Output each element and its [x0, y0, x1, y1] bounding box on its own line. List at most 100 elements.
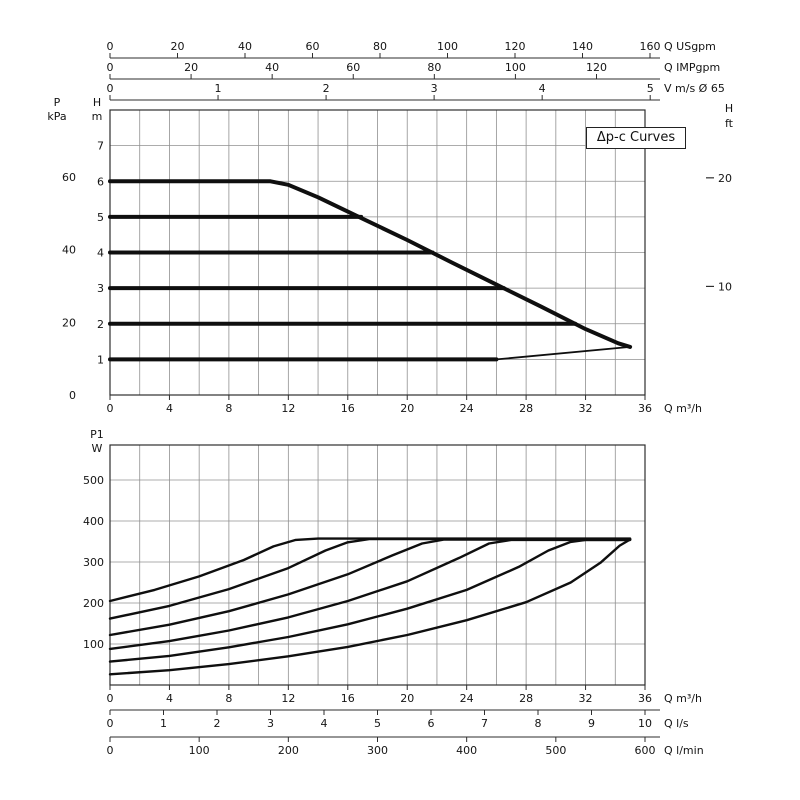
tick-label: 40 [62, 244, 76, 257]
tick-label: 60 [62, 171, 76, 184]
curve-p1-at-2m [108, 538, 632, 663]
tick-label: 20 [400, 692, 414, 705]
tick-label: 7 [97, 140, 104, 153]
axis-label: W [92, 442, 103, 455]
tick-label: 300 [83, 556, 104, 569]
tick-label: 0 [107, 717, 114, 730]
head-curves [108, 179, 633, 362]
tick-label: 8 [225, 402, 232, 415]
tick-label: 32 [579, 402, 593, 415]
tick-label: 24 [460, 692, 474, 705]
axis-label: Q USgpm [664, 40, 716, 53]
axis-label: Q l/s [664, 717, 689, 730]
tick-label: 400 [83, 515, 104, 528]
curve-p1-at-6m [108, 537, 632, 603]
tick-label: 4 [97, 247, 104, 260]
tick-label: 4 [321, 717, 328, 730]
tick-label: 12 [281, 692, 295, 705]
tick-label: 60 [305, 40, 319, 53]
tick-label: 40 [265, 61, 279, 74]
tick-label: 300 [367, 744, 388, 757]
tick-label: 2 [214, 717, 221, 730]
tick-label: 28 [519, 692, 533, 705]
axis-label: ft [725, 117, 734, 130]
tick-label: 80 [373, 40, 387, 53]
tick-label: 1 [160, 717, 167, 730]
power-bottom-axis-lmin: 0 100 200 300 400 500 600 Q l/min [107, 736, 704, 757]
power-bottom-axis-m3h: 0 4 8 12 16 20 24 28 32 36 Q m³/h [107, 685, 702, 705]
tick-label: 8 [535, 717, 542, 730]
power-left-axis: 100 200 300 400 500 P1W [83, 428, 104, 651]
tick-label: 6 [428, 717, 435, 730]
tick-label: 3 [97, 282, 104, 295]
tick-label: 2 [97, 318, 104, 331]
tick-label: 6 [97, 175, 104, 188]
tick-label: 100 [505, 61, 526, 74]
tick-label: 5 [647, 82, 654, 95]
axis-label: m [92, 110, 103, 123]
curve-p1-at-3m [108, 538, 632, 651]
head-bottom-axis: 0 4 8 12 16 20 24 28 32 36 Q m³/h [107, 395, 702, 415]
tick-label: 20 [62, 316, 76, 329]
tick-label: 3 [267, 717, 274, 730]
curve-mode-label: Δp-c Curves [586, 127, 686, 149]
tick-label: 2 [323, 82, 330, 95]
axis-label: Q m³/h [664, 402, 702, 415]
tick-label: 4 [539, 82, 546, 95]
curve-p1-at-4m [108, 538, 632, 637]
tick-label: 5 [374, 717, 381, 730]
tick-label: 12 [281, 402, 295, 415]
axis-label: kPa [47, 110, 66, 123]
tick-label: 0 [69, 389, 76, 402]
tick-label: 0 [107, 82, 114, 95]
power-curves [108, 537, 632, 676]
tick-label: 0 [107, 402, 114, 415]
tick-label: 8 [225, 692, 232, 705]
curve-p1-at-1m [108, 538, 632, 676]
tick-label: 0 [107, 61, 114, 74]
tick-label: 600 [635, 744, 656, 757]
tick-label: 80 [427, 61, 441, 74]
tick-label: 20 [170, 40, 184, 53]
top-axis-1: 0 20 40 60 80 100 120 140 160 Q USgpm [107, 40, 716, 59]
tick-label: 3 [431, 82, 438, 95]
top-axis-2: 0 20 40 60 80 100 120 Q IMPgpm [107, 61, 720, 80]
tick-label: 36 [638, 402, 652, 415]
tick-label: 32 [579, 692, 593, 705]
axis-label: Q m³/h [664, 692, 702, 705]
tick-label: 120 [504, 40, 525, 53]
tick-label: 120 [586, 61, 607, 74]
power-frame [109, 444, 646, 686]
tick-label: 16 [341, 692, 355, 705]
tick-label: 100 [83, 638, 104, 651]
tick-label: 36 [638, 692, 652, 705]
tick-label: 20 [184, 61, 198, 74]
curve-p1-at-5m [108, 537, 632, 620]
tick-label: 7 [481, 717, 488, 730]
tick-label: 400 [456, 744, 477, 757]
tick-label: 140 [572, 40, 593, 53]
tick-label: 20 [400, 402, 414, 415]
power-bottom-axis-ls: 0 1 2 3 4 5 6 7 8 9 10 Q l/s [107, 709, 689, 730]
tick-label: 28 [519, 402, 533, 415]
tick-label: 200 [278, 744, 299, 757]
tick-label: 24 [460, 402, 474, 415]
tick-label: 16 [341, 402, 355, 415]
tick-label: 1 [97, 353, 104, 366]
tick-label: 10 [638, 717, 652, 730]
tick-label: 500 [83, 474, 104, 487]
tick-label: 500 [545, 744, 566, 757]
tick-label: 0 [107, 744, 114, 757]
tick-label: 40 [238, 40, 252, 53]
tick-label: 100 [437, 40, 458, 53]
tick-label: 60 [346, 61, 360, 74]
top-axis-3: 0 1 2 3 4 5 V m/s Ø 65 [107, 82, 725, 101]
tick-label: 4 [166, 692, 173, 705]
head-grid [109, 110, 646, 395]
tick-label: 0 [107, 40, 114, 53]
power-grid [109, 445, 646, 685]
